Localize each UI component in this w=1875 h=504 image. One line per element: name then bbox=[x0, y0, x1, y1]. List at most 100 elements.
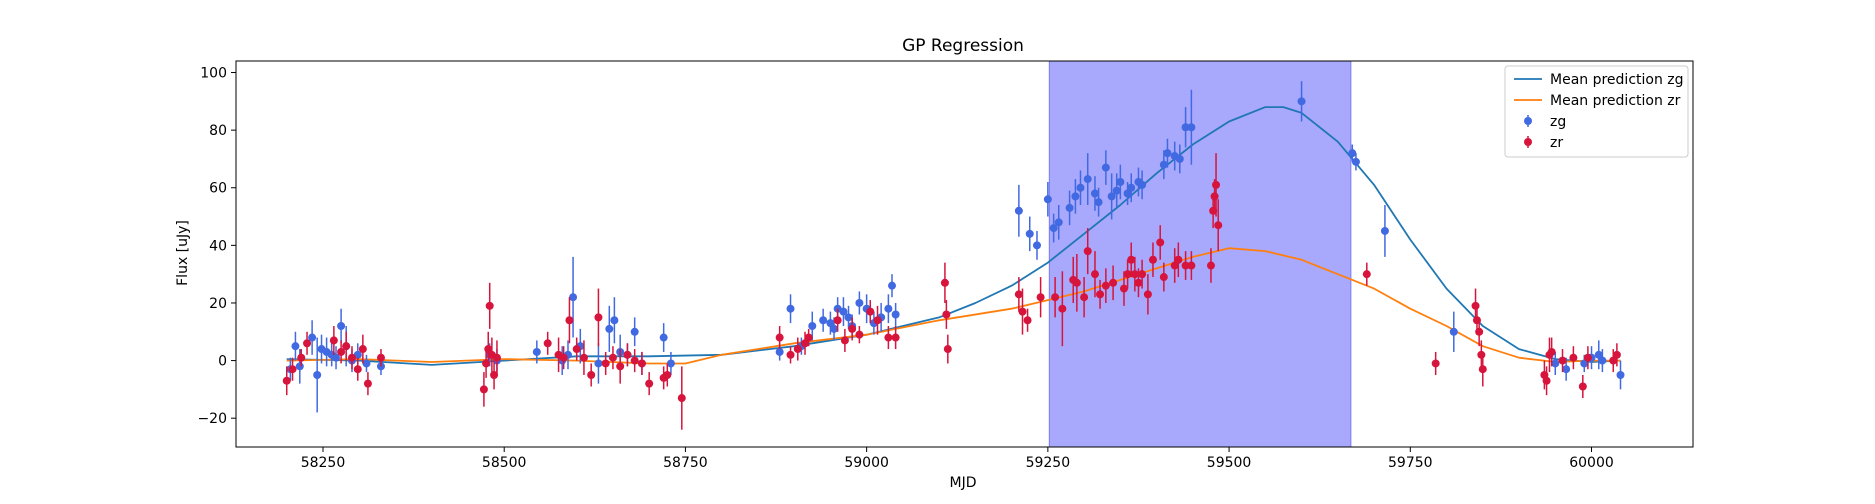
x-axis-ticks: 58250 58500 58750 59000 59250 59500 59750 60000 bbox=[301, 447, 1614, 471]
y-tick-label: 20 bbox=[209, 296, 227, 312]
data-point-zg bbox=[1351, 157, 1360, 166]
data-point-zr bbox=[848, 324, 857, 333]
data-point-zg bbox=[1032, 241, 1041, 250]
data-point-zr bbox=[479, 385, 488, 394]
data-point-zg bbox=[1127, 183, 1136, 192]
data-point-zg bbox=[1112, 186, 1121, 195]
data-point-zr bbox=[297, 353, 306, 362]
line-mean-prediction-zg bbox=[286, 106, 1621, 366]
shaded-region bbox=[1048, 60, 1352, 448]
data-point-zg bbox=[1094, 198, 1103, 207]
y-axis-label: Flux [uJy] bbox=[175, 220, 191, 286]
data-point-zr bbox=[1214, 221, 1223, 230]
data-point-zg bbox=[1181, 123, 1190, 132]
chart-title: GP Regression bbox=[902, 36, 1024, 56]
data-point-zr bbox=[630, 356, 639, 365]
y-axis-ticks: −20 0 20 40 60 80 100 bbox=[197, 66, 236, 427]
data-point-zr bbox=[873, 316, 882, 325]
data-point-zg bbox=[1380, 226, 1389, 235]
data-point-zg bbox=[1598, 356, 1607, 365]
data-point-zg bbox=[295, 362, 304, 371]
legend-label: zg bbox=[1550, 114, 1566, 130]
data-point-zg bbox=[1562, 365, 1571, 374]
data-point-zr bbox=[303, 339, 312, 348]
data-point-zr bbox=[492, 353, 501, 362]
data-point-zg bbox=[1159, 160, 1168, 169]
data-point-zr bbox=[1018, 307, 1027, 316]
data-point-zg bbox=[666, 359, 675, 368]
x-tick-label: 59250 bbox=[1026, 455, 1071, 471]
data-point-zr bbox=[1080, 293, 1089, 302]
data-point-zr bbox=[775, 333, 784, 342]
data-point-zg bbox=[337, 322, 346, 331]
data-point-zg bbox=[532, 347, 541, 356]
data-point-zg bbox=[610, 316, 619, 325]
data-point-zr bbox=[347, 353, 356, 362]
y-tick-label: 60 bbox=[209, 181, 227, 197]
data-point-zg bbox=[332, 353, 341, 362]
data-point-zg bbox=[1090, 189, 1099, 198]
data-point-zr bbox=[342, 342, 351, 351]
x-tick-label: 58750 bbox=[663, 455, 708, 471]
data-point-zg bbox=[826, 319, 835, 328]
data-point-zr bbox=[1072, 278, 1081, 287]
series-zr bbox=[282, 153, 1621, 430]
data-point-zg bbox=[786, 304, 795, 313]
data-point-zr bbox=[594, 313, 603, 322]
data-point-zr bbox=[559, 353, 568, 362]
data-point-zr bbox=[1143, 290, 1152, 299]
data-point-zg bbox=[1043, 195, 1052, 204]
data-point-zg bbox=[1138, 180, 1147, 189]
data-point-zg bbox=[844, 313, 853, 322]
data-point-zr bbox=[353, 365, 362, 374]
legend-marker-icon bbox=[1524, 138, 1532, 146]
data-point-zg bbox=[308, 333, 317, 342]
data-point-zg bbox=[1449, 327, 1458, 336]
data-point-zg bbox=[1083, 175, 1092, 184]
data-point-zg bbox=[808, 322, 817, 331]
data-point-zr bbox=[840, 336, 849, 345]
data-point-zg bbox=[1065, 203, 1074, 212]
data-point-zr bbox=[1109, 278, 1118, 287]
data-point-zr bbox=[1083, 247, 1092, 256]
data-point-zr bbox=[616, 362, 625, 371]
data-point-zr bbox=[804, 333, 813, 342]
data-point-zr bbox=[1181, 261, 1190, 270]
data-point-zr bbox=[1023, 316, 1032, 325]
data-point-zr bbox=[484, 345, 493, 354]
x-tick-label: 60000 bbox=[1569, 455, 1614, 471]
x-tick-label: 58500 bbox=[482, 455, 527, 471]
data-point-zg bbox=[891, 310, 900, 319]
data-point-zg bbox=[888, 281, 897, 290]
data-point-zr bbox=[1174, 255, 1183, 264]
data-point-zg bbox=[1101, 163, 1110, 172]
data-point-zg bbox=[291, 342, 300, 351]
data-point-zr bbox=[1212, 180, 1221, 189]
y-tick-label: 0 bbox=[218, 354, 227, 370]
data-point-zr bbox=[793, 345, 802, 354]
data-point-zr bbox=[1138, 270, 1147, 279]
data-point-zg bbox=[1580, 359, 1589, 368]
data-point-zr bbox=[1187, 261, 1196, 270]
data-point-zr bbox=[565, 316, 574, 325]
legend-label: Mean prediction zr bbox=[1550, 93, 1681, 109]
data-point-zr bbox=[587, 370, 596, 379]
data-point-zg bbox=[1551, 359, 1560, 368]
data-point-zr bbox=[1119, 284, 1128, 293]
data-point-zr bbox=[1101, 281, 1110, 290]
data-point-zr bbox=[1134, 278, 1143, 287]
data-point-zr bbox=[1542, 376, 1551, 385]
data-point-zg bbox=[1187, 123, 1196, 132]
data-point-zr bbox=[543, 339, 552, 348]
x-tick-label: 59500 bbox=[1207, 455, 1252, 471]
data-point-zg bbox=[1163, 149, 1172, 158]
data-point-zg bbox=[313, 370, 322, 379]
data-point-zg bbox=[855, 298, 864, 307]
data-point-zr bbox=[1362, 270, 1371, 279]
data-point-zg bbox=[569, 293, 578, 302]
data-point-zg bbox=[1123, 189, 1132, 198]
data-point-zg bbox=[1616, 370, 1625, 379]
data-point-zr bbox=[833, 316, 842, 325]
data-point-zr bbox=[1478, 365, 1487, 374]
legend-label: Mean prediction zg bbox=[1550, 72, 1684, 88]
